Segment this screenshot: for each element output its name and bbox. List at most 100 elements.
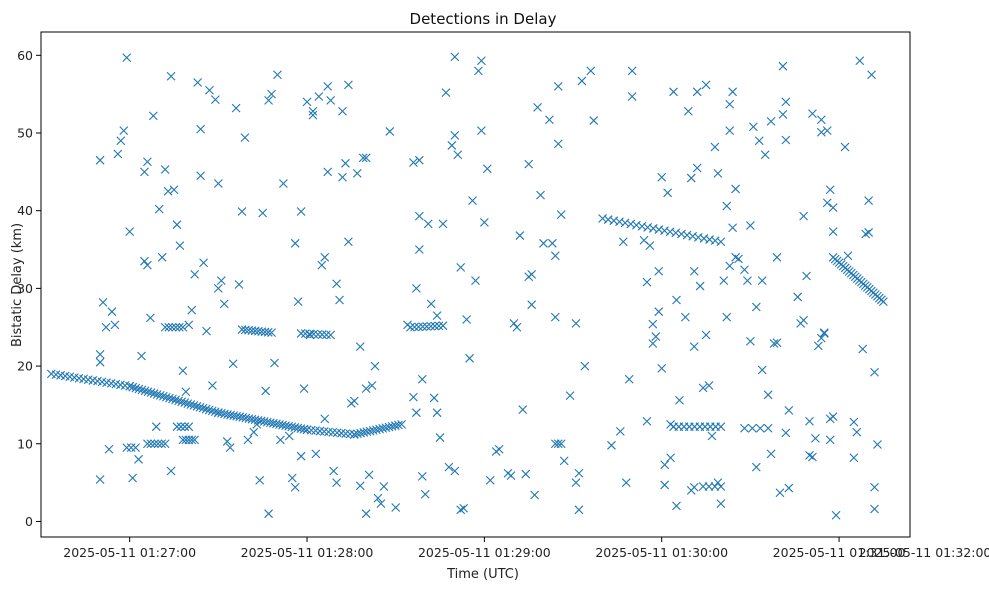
data-point [805, 416, 814, 426]
x-axis-label: Time (UTC) [446, 567, 519, 582]
data-point [565, 391, 575, 400]
data-point [456, 505, 466, 515]
data-point [716, 482, 726, 491]
data-point [479, 217, 489, 227]
data-point [261, 386, 271, 396]
data-point [666, 419, 675, 429]
data-point [355, 481, 365, 491]
data-point [361, 153, 371, 163]
data-point [553, 139, 563, 149]
data-point [258, 208, 268, 218]
data-point [237, 207, 247, 216]
data-point [494, 444, 504, 454]
data-point [441, 88, 451, 97]
data-point [828, 227, 838, 237]
data-point [131, 383, 141, 393]
data-point [344, 80, 353, 90]
data-point [385, 127, 395, 136]
data-point [822, 126, 832, 136]
data-point [146, 388, 156, 398]
data-point [181, 387, 191, 397]
data-point [740, 423, 749, 433]
data-point [831, 510, 841, 520]
data-point [183, 399, 193, 408]
data-point [672, 501, 681, 511]
data-point [180, 398, 190, 408]
data-point [642, 416, 652, 426]
data-point [355, 342, 365, 352]
data-point [430, 321, 440, 331]
data-point [621, 478, 631, 488]
data-point [689, 482, 699, 492]
data-point [128, 382, 138, 392]
data-point [302, 97, 312, 107]
data-point [784, 405, 794, 415]
data-point [410, 322, 419, 332]
data-point [267, 328, 276, 338]
data-point [438, 219, 448, 229]
data-point [748, 122, 758, 132]
data-point [143, 260, 152, 270]
data-point [367, 381, 377, 390]
data-point [485, 475, 495, 485]
data-point [243, 435, 253, 445]
data-point [154, 204, 164, 214]
data-point [618, 237, 628, 247]
data-point [213, 283, 223, 293]
x-tick-label: 2025-05-11 01:28:00 [241, 545, 374, 560]
data-point [122, 443, 132, 453]
data-point [870, 367, 879, 377]
data-point [193, 78, 203, 87]
data-point [471, 276, 480, 286]
data-point [202, 326, 211, 336]
data-point [128, 473, 138, 483]
data-point [169, 185, 179, 195]
data-point [341, 429, 351, 438]
data-point [341, 158, 350, 168]
data-point [556, 210, 566, 219]
data-point [689, 266, 699, 276]
data-point [808, 109, 817, 118]
data-point [675, 395, 684, 405]
data-point [240, 133, 250, 143]
data-point [216, 276, 226, 286]
data-point [119, 126, 129, 136]
x-axis-ticks: 2025-05-11 01:27:00 2025-05-11 01:28:00 20… [63, 537, 989, 560]
data-point [326, 330, 336, 340]
data-point [299, 424, 309, 434]
data-point [743, 276, 752, 286]
data-point [559, 456, 569, 466]
data-point [751, 302, 761, 312]
data-point [725, 261, 735, 271]
data-point [615, 426, 625, 436]
data-point [320, 252, 330, 262]
data-point [477, 126, 486, 136]
data-point [825, 185, 835, 195]
data-point [284, 431, 294, 441]
data-point [134, 454, 143, 464]
data-point [645, 241, 655, 251]
data-point [784, 483, 794, 493]
data-point [840, 142, 850, 152]
data-point [654, 225, 664, 234]
data-point [722, 201, 732, 211]
data-point [178, 322, 188, 332]
data-point [228, 359, 238, 369]
data-point [539, 238, 548, 248]
data-point [174, 396, 183, 406]
data-point [164, 322, 174, 332]
data-point [533, 102, 542, 112]
data-point [187, 305, 197, 315]
data-point [211, 95, 220, 104]
data-point [148, 111, 158, 121]
data-point [781, 428, 791, 438]
data-point [620, 218, 630, 228]
data-point [328, 427, 338, 437]
data-point [198, 403, 208, 413]
data-point [314, 92, 324, 101]
data-point [648, 319, 658, 329]
data-point [107, 307, 117, 317]
data-point [329, 466, 339, 476]
data-point [626, 219, 636, 229]
data-point [338, 106, 347, 116]
